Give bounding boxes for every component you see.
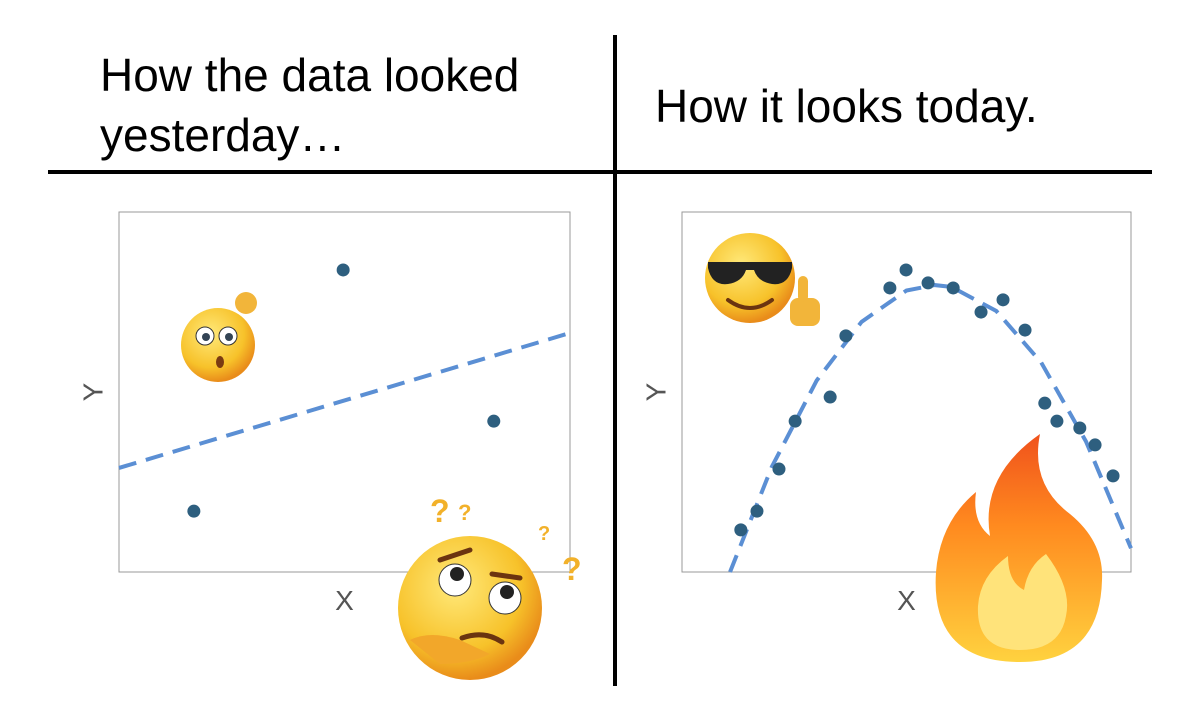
emoji-thinking: ? ? ? ? [398, 493, 582, 680]
panel-title: How it looks today. [655, 80, 1038, 132]
emoji-cool [705, 233, 820, 326]
emoji-fire [935, 434, 1103, 662]
marks: X Y X Y [77, 263, 1133, 616]
data-point [883, 281, 897, 295]
data-point [788, 414, 802, 428]
data-point [1106, 469, 1120, 483]
y-axis-label: Y [77, 382, 108, 401]
data-point [899, 263, 913, 277]
data-point [1018, 323, 1032, 337]
data-point [921, 276, 935, 290]
data-point [1050, 414, 1064, 428]
data-point [946, 281, 960, 295]
data-point [487, 414, 501, 428]
data-point [336, 263, 350, 277]
data-point [974, 305, 988, 319]
data-point [772, 462, 786, 476]
data-point [823, 390, 837, 404]
y-axis-label: Y [640, 382, 671, 401]
data-point [187, 504, 201, 518]
data-point [839, 329, 853, 343]
fit-line [728, 283, 1133, 573]
fit-line [118, 331, 571, 470]
emoji-confused [181, 292, 257, 382]
x-axis-label: X [335, 585, 354, 616]
data-point [1088, 438, 1102, 452]
data-point [734, 523, 748, 537]
x-axis-label: X [897, 585, 916, 616]
plot-frame [118, 211, 571, 573]
svg-text:?: ? [538, 523, 550, 545]
data-point [1073, 421, 1087, 435]
plot-frame [681, 211, 1132, 573]
data-point [996, 293, 1010, 307]
panel-title: How the data looked yesterday… [100, 49, 520, 161]
svg-text:?: ? [430, 493, 450, 529]
data-point [750, 504, 764, 518]
svg-text:?: ? [562, 551, 582, 587]
data-point [1038, 396, 1052, 410]
svg-text:?: ? [458, 500, 471, 525]
